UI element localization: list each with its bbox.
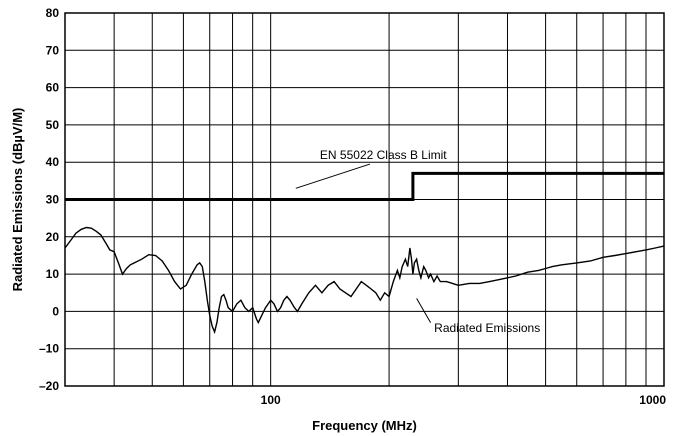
y-tick-label: 80 [46, 6, 60, 20]
x-tick-label: 1000 [639, 393, 666, 407]
y-tick-label: 70 [46, 43, 60, 57]
annotations: EN 55022 Class B Limit Radiated Emissions [295, 148, 540, 335]
emissions-annotation: Radiated Emissions [434, 321, 540, 335]
y-axis-label: Radiated Emissions (dBµV/M) [10, 108, 25, 292]
limit-line [65, 171, 664, 201]
x-tick-labels: 100 1000 [261, 393, 667, 407]
y-tick-label: 30 [46, 193, 60, 207]
series-group [64, 171, 665, 335]
limit-leader-line [295, 163, 371, 189]
x-axis-label: Frequency (MHz) [312, 418, 417, 433]
y-tick-label: 10 [46, 267, 60, 281]
y-tick-label: 60 [46, 81, 60, 95]
emissions-line [64, 226, 665, 335]
y-tick-label: –10 [39, 342, 59, 356]
y-tick-label: 20 [46, 230, 60, 244]
y-tick-labels: –20 –10 0 10 20 30 40 50 60 70 80 [39, 6, 59, 393]
y-tick-label: 40 [46, 155, 60, 169]
y-tick-label: –20 [39, 379, 59, 393]
limit-annotation: EN 55022 Class B Limit [320, 148, 447, 162]
y-tick-label: 50 [46, 118, 60, 132]
y-tick-label: 0 [52, 304, 59, 318]
x-tick-label: 100 [261, 393, 281, 407]
plot-frame [64, 12, 665, 387]
emissions-leader-line [416, 298, 432, 323]
